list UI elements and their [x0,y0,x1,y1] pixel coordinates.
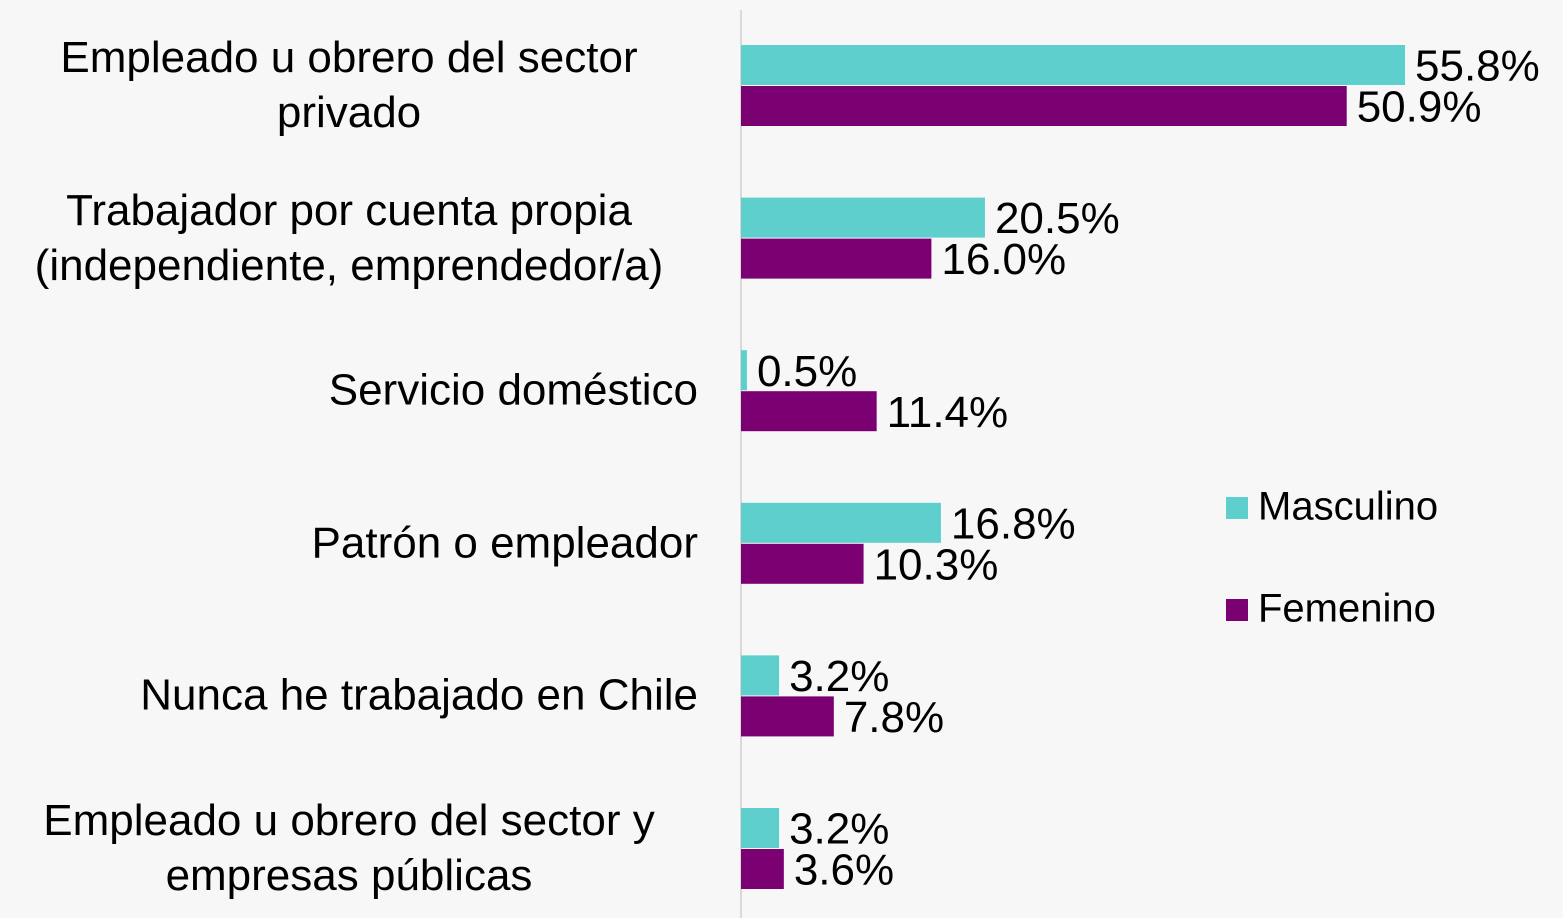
value-label: 0.5% [757,347,857,396]
category-label: Empleado u obrero del sector privado [60,33,638,137]
category-label: Empleado u obrero del sector y empresas … [43,796,655,900]
bar [741,391,877,432]
value-label: 16.8% [951,499,1076,548]
value-label: 16.0% [941,235,1066,284]
value-label: 10.3% [874,540,999,589]
value-label: 3.2% [789,652,889,701]
value-label: 3.6% [794,846,894,895]
category-label: Patrón o empleador [311,518,698,568]
bar [741,502,941,543]
bar [741,197,985,238]
legend-label: Masculino [1258,485,1438,529]
bar [741,543,864,584]
value-label: 11.4% [887,388,1009,437]
category-label: Servicio doméstico [328,365,698,415]
bar [741,808,780,848]
value-label: 7.8% [844,693,944,742]
value-label: 50.9% [1357,83,1482,132]
bar [741,45,1406,85]
bar [741,86,1347,126]
bar [741,238,932,279]
category-label: Trabajador por cuenta propia (independie… [34,185,664,290]
legend-label: Femenino [1258,587,1436,631]
legend-swatch [1226,599,1248,621]
legend-swatch [1226,497,1248,519]
category-label: Nunca he trabajado en Chile [140,670,698,720]
bar [741,350,747,391]
bar [741,655,780,696]
bar [741,696,834,737]
value-label: 20.5% [995,194,1120,243]
value-label: 55.8% [1415,42,1540,91]
bar [741,849,784,889]
value-label: 3.2% [789,805,889,854]
